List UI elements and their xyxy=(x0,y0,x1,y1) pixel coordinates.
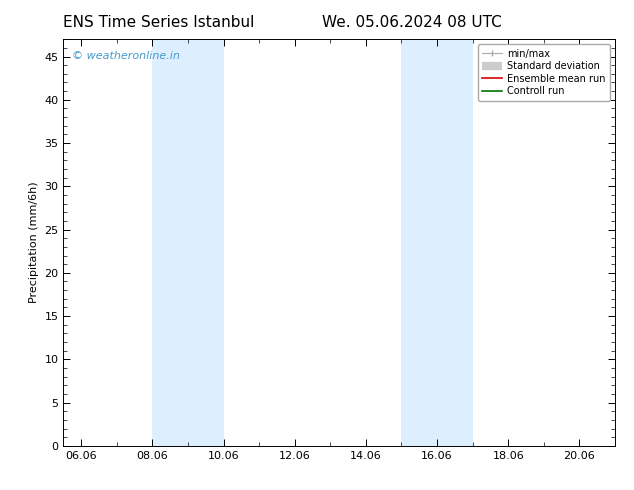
Legend: min/max, Standard deviation, Ensemble mean run, Controll run: min/max, Standard deviation, Ensemble me… xyxy=(477,44,610,101)
Bar xyxy=(152,39,224,446)
Text: We. 05.06.2024 08 UTC: We. 05.06.2024 08 UTC xyxy=(322,15,502,30)
Y-axis label: Precipitation (mm/6h): Precipitation (mm/6h) xyxy=(29,182,39,303)
Bar xyxy=(401,39,472,446)
Text: © weatheronline.in: © weatheronline.in xyxy=(72,51,179,61)
Text: ENS Time Series Istanbul: ENS Time Series Istanbul xyxy=(63,15,254,30)
